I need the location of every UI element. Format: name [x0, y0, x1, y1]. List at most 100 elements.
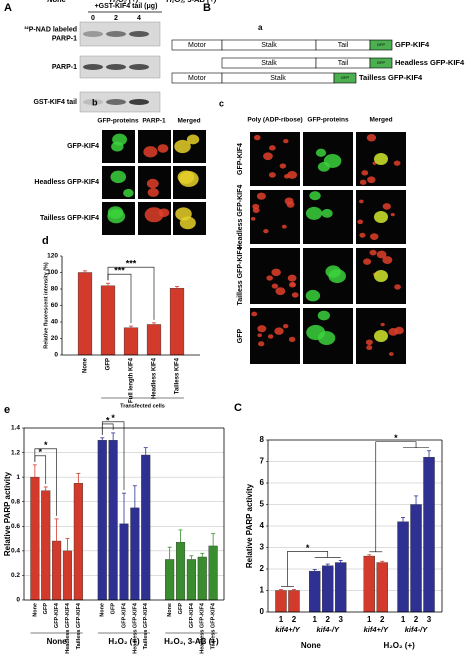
x-tick-label: Tailless KIF4: [175, 357, 181, 394]
bar: [288, 590, 300, 613]
domain-label: Stalk: [270, 75, 286, 82]
cell: [388, 328, 399, 336]
cell: [266, 275, 273, 281]
y-tick-label: 0.8: [11, 498, 20, 505]
bar: [30, 476, 40, 601]
bar: [410, 504, 422, 613]
bar: [334, 562, 347, 613]
panel-label: A: [4, 2, 12, 14]
bar: [108, 440, 118, 601]
x-tick-label: None: [100, 603, 106, 617]
bar: [100, 285, 116, 356]
cell: [369, 249, 377, 256]
cell: [376, 250, 387, 259]
cell: [382, 256, 393, 265]
blot-band: [129, 99, 149, 105]
cell: [111, 141, 124, 152]
cell: [363, 258, 372, 265]
x-tick-label: None: [83, 357, 89, 373]
column-header: Merged: [177, 118, 200, 125]
cell: [367, 176, 376, 184]
x-tick-label: Full length KIF4: [129, 357, 135, 403]
blot-row-label: PARP-1: [52, 35, 77, 42]
panel-label: d: [42, 235, 49, 247]
cell: [186, 134, 200, 145]
micrograph: [250, 308, 300, 364]
column-header: Merged: [369, 117, 392, 124]
y-axis-label: Relative fluorescent intensity (%): [43, 262, 49, 349]
domain-box: [369, 57, 393, 69]
significance-label: ***: [114, 266, 125, 276]
cell: [359, 232, 366, 238]
y-tick-label: 3: [260, 543, 265, 552]
cell: [366, 134, 377, 142]
x-tick-label: GFP: [178, 603, 184, 615]
cell: [283, 138, 289, 144]
x-tick-label: GFP: [111, 603, 117, 615]
domain-label: Motor: [188, 42, 207, 49]
bracket-label: Transfected cells: [120, 403, 165, 409]
y-tick-label: 1: [260, 586, 265, 595]
group-label: H₂O₂ (+): [108, 637, 140, 646]
cell: [256, 192, 266, 200]
subgroup-label: kif4-/Y: [405, 625, 429, 634]
cell: [123, 188, 134, 198]
y-tick-label: 1: [16, 474, 20, 481]
bar: [322, 565, 334, 613]
y-tick-label: 0.2: [11, 572, 20, 579]
blot-row-label: ³²P-NAD labeled: [24, 26, 77, 33]
x-tick-label: Tailless GFP-KIF4: [143, 602, 149, 649]
domain-box: [369, 39, 393, 51]
cell: [291, 292, 299, 298]
cell: [317, 310, 330, 321]
domain-label: Tail: [338, 60, 349, 67]
cell: [143, 146, 158, 158]
y-tick-label: 4: [260, 521, 265, 530]
row-label: Tailless GFP-KIF4: [237, 246, 244, 305]
x-tick-label: Headless KIF4: [152, 357, 158, 399]
micrograph: [250, 190, 300, 244]
cell: [271, 268, 281, 277]
cell: [366, 345, 373, 351]
cell: [263, 228, 269, 234]
cell: [374, 330, 388, 342]
cell: [321, 208, 333, 218]
domain-box: [333, 72, 357, 84]
dose-label: 2: [114, 15, 118, 22]
blot-row-label: GST-KIF4 tail: [33, 99, 77, 106]
cell: [305, 289, 321, 302]
y-tick-label: 5: [260, 500, 265, 509]
cell: [107, 209, 126, 224]
y-tick-label: 0: [260, 607, 265, 616]
cell: [178, 171, 199, 187]
panel-sublabel: a: [258, 23, 263, 32]
construct-name: GFP-KIF4: [395, 40, 430, 49]
column-header: PARP-1: [142, 118, 166, 125]
group-label: H₂O₂ (+): [383, 641, 415, 650]
blot-header: +GST-KIF4 tail (μg): [95, 3, 158, 10]
bar: [141, 454, 151, 601]
significance-bracket: [34, 448, 57, 516]
y-tick-label: 120: [47, 253, 58, 260]
bar: [197, 556, 207, 601]
y-tick-label: 40: [51, 319, 59, 326]
bar: [376, 562, 388, 613]
blot-band: [106, 64, 126, 70]
cell: [287, 171, 298, 179]
x-tick-label: 1: [367, 615, 372, 624]
bar: [397, 521, 409, 613]
cell: [306, 324, 326, 341]
cell: [288, 336, 296, 342]
cell: [147, 187, 159, 197]
bar: [123, 327, 139, 356]
x-tick-label: Tailless GFP-KIF4: [211, 602, 217, 649]
dose-label: 4: [137, 15, 141, 22]
significance-label: ***: [126, 259, 137, 269]
x-tick-label: GFP-KIF4: [189, 602, 195, 628]
cell: [365, 339, 373, 346]
group-label: None: [301, 641, 322, 650]
cell: [357, 219, 364, 225]
subgroup-label: kif4+/Y: [275, 625, 300, 634]
y-tick-label: 100: [47, 269, 58, 276]
bar: [146, 324, 162, 356]
